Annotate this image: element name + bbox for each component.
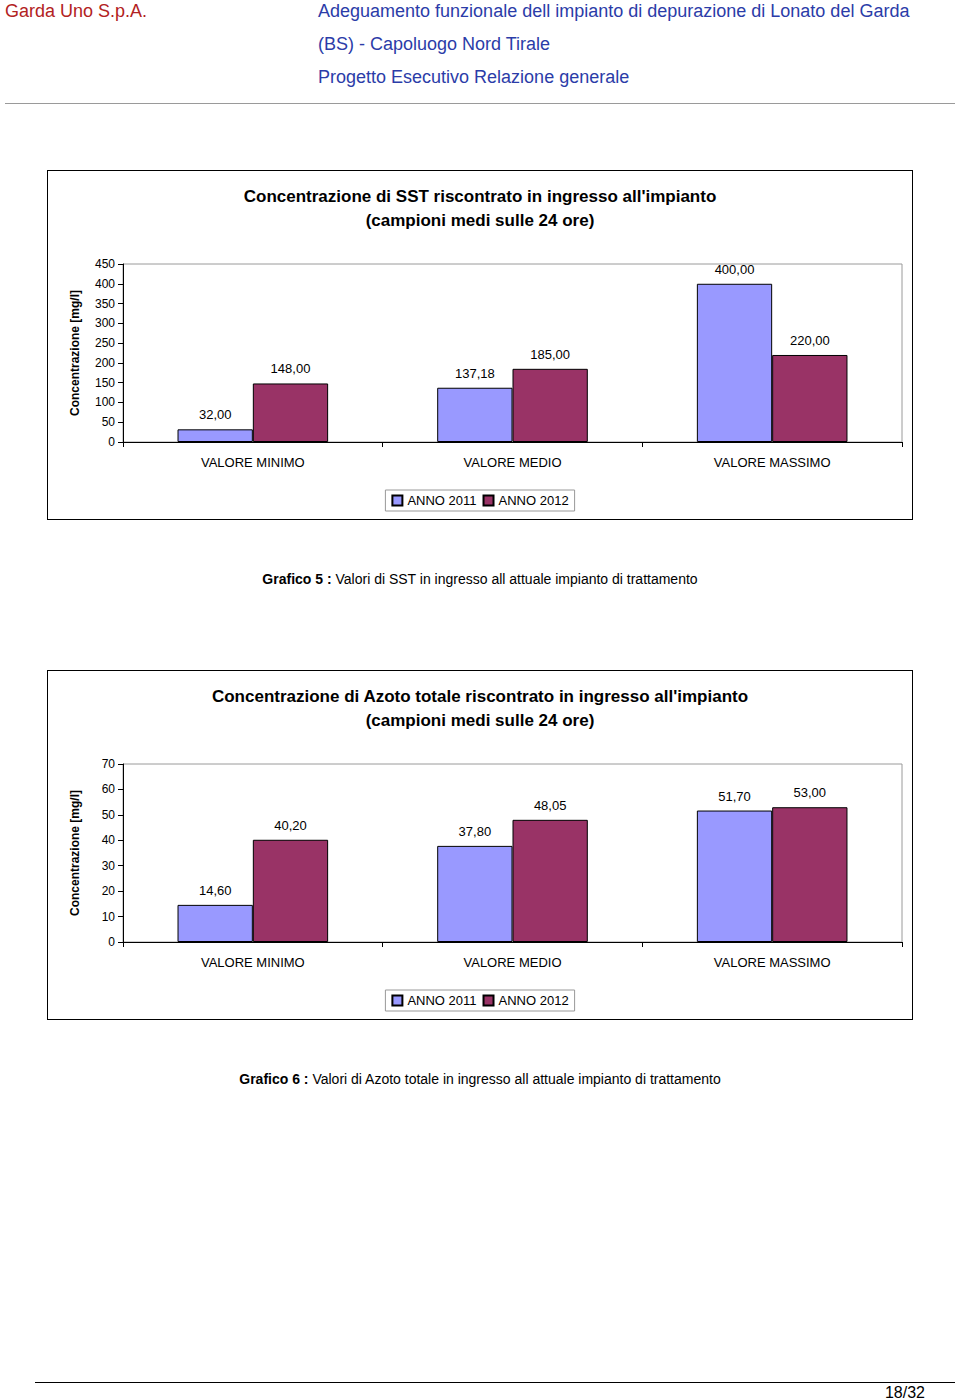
html-text:Adeguamento funzionale dell im: Adeguamento funzionale dell impianto di …: [318, 1, 910, 21]
svg-text:37,80: 37,80: [459, 824, 492, 839]
svg-text:30: 30: [102, 859, 116, 873]
html-text:Garda Uno S.p.A.: Garda Uno S.p.A.: [5, 1, 148, 21]
svg-text:32,00: 32,00: [199, 407, 232, 422]
html-text:(BS) - Capoluogo Nord Tirale: (BS) - Capoluogo Nord Tirale: [318, 34, 551, 54]
svg-text:14,60: 14,60: [199, 883, 232, 898]
svg-text:VALORE MASSIMO: VALORE MASSIMO: [714, 955, 831, 970]
svg-text:ANNO 2011: ANNO 2011: [407, 493, 476, 508]
svg-text:250: 250: [95, 336, 115, 350]
svg-text:(campioni medi sulle 24 ore): (campioni medi sulle 24 ore): [366, 211, 595, 230]
svg-text:350: 350: [95, 297, 115, 311]
svg-text:48,05: 48,05: [534, 798, 567, 813]
svg-text:137,18: 137,18: [455, 366, 495, 381]
svg-text:40: 40: [102, 833, 116, 847]
svg-text:220,00: 220,00: [790, 333, 830, 348]
svg-text:50: 50: [102, 415, 116, 429]
svg-text:ANNO 2012: ANNO 2012: [499, 993, 569, 1008]
svg-text:VALORE MEDIO: VALORE MEDIO: [463, 455, 561, 470]
svg-text:40,20: 40,20: [274, 818, 307, 833]
svg-text:Concentrazione di Azoto totale: Concentrazione di Azoto totale riscontra…: [212, 687, 748, 706]
html-text:Grafico 5 : Valori di SST in i: Grafico 5 : Valori di SST in ingresso al…: [262, 571, 698, 587]
svg-text:(campioni medi sulle 24 ore): (campioni medi sulle 24 ore): [366, 711, 595, 730]
svg-text:60: 60: [102, 782, 116, 796]
svg-text:148,00: 148,00: [271, 361, 311, 376]
svg-text:ANNO 2012: ANNO 2012: [499, 493, 569, 508]
html-text:Grafico 6 : Valori di Azoto to: Grafico 6 : Valori di Azoto totale in in…: [239, 1071, 721, 1087]
svg-text:50: 50: [102, 808, 116, 822]
svg-text:185,00: 185,00: [530, 347, 570, 362]
svg-text:200: 200: [95, 356, 115, 370]
svg-text:20: 20: [102, 884, 116, 898]
html-text:Progetto Esecutivo Relazione g: Progetto Esecutivo Relazione generale: [318, 67, 630, 87]
svg-text:0: 0: [108, 435, 115, 449]
svg-text:VALORE MEDIO: VALORE MEDIO: [463, 955, 561, 970]
svg-text:VALORE MASSIMO: VALORE MASSIMO: [714, 455, 831, 470]
svg-text:10: 10: [102, 910, 116, 924]
svg-text:VALORE MINIMO: VALORE MINIMO: [201, 955, 305, 970]
svg-text:VALORE MINIMO: VALORE MINIMO: [201, 455, 305, 470]
svg-text:0: 0: [108, 935, 115, 949]
svg-text:Concentrazione [mg/l]: Concentrazione [mg/l]: [68, 790, 82, 916]
svg-text:450: 450: [95, 257, 115, 271]
svg-text:ANNO 2011: ANNO 2011: [407, 993, 476, 1008]
svg-text:100: 100: [95, 395, 115, 409]
svg-text:Concentrazione di SST riscontr: Concentrazione di SST riscontrato in ing…: [244, 187, 717, 206]
svg-text:400: 400: [95, 277, 115, 291]
svg-text:300: 300: [95, 316, 115, 330]
svg-text:53,00: 53,00: [794, 785, 827, 800]
svg-text:400,00: 400,00: [715, 262, 755, 277]
svg-text:Concentrazione [mg/l]: Concentrazione [mg/l]: [68, 290, 82, 416]
svg-text:150: 150: [95, 376, 115, 390]
svg-text:51,70: 51,70: [718, 789, 751, 804]
svg-text:70: 70: [102, 757, 116, 771]
